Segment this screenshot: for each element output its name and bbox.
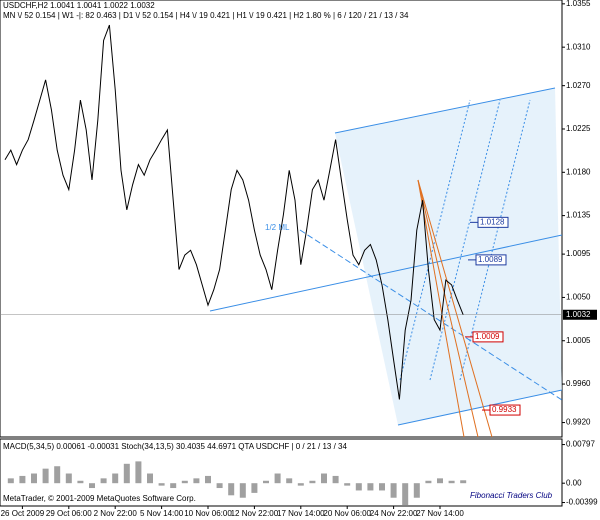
histogram-bar [239, 483, 246, 498]
annotation: 1/2 ML [265, 223, 290, 232]
histogram-bar [413, 483, 420, 498]
fan-line [417, 179, 479, 438]
chart-subtitle: MN \/ 52 0.154 | W1 -|: 82 0.463 | D1 \/… [3, 11, 409, 20]
histogram-bar [309, 480, 316, 484]
y-tick-label: 1.0095 [566, 249, 591, 258]
price-label-box [489, 404, 521, 416]
histogram-bar [274, 473, 281, 484]
histogram-bar [7, 478, 14, 484]
price-label-box [477, 216, 509, 228]
histogram-bar [402, 483, 409, 505]
histogram-bar [181, 480, 188, 484]
x-tick-label: 27 Nov 14:00 [416, 509, 464, 518]
histogram-bar [379, 483, 385, 491]
histogram-bar [355, 483, 362, 491]
histogram-bar [54, 466, 61, 484]
y-tick-label: 1.0005 [566, 336, 591, 345]
x-tick-label: 12 Nov 22:00 [231, 509, 279, 518]
histogram-bar [89, 483, 95, 489]
y-tick-label: 1.0050 [566, 293, 591, 302]
histogram-bar [135, 461, 142, 484]
chart-title: USDCHF,H2 1.0041 1.0041 1.0022 1.0032 [3, 1, 155, 10]
y-tick-label: 1.0270 [566, 81, 591, 90]
price-label: 0.9933 [492, 405, 517, 414]
price-line [4, 24, 464, 400]
y-tick-label: 0.00 [566, 478, 582, 487]
last-price-box [563, 309, 597, 320]
histogram-bar [112, 473, 119, 484]
y-tick-label: 0.9920 [566, 418, 591, 427]
y-tick-label: 0.00797 [566, 440, 595, 449]
histogram-bar [321, 473, 327, 484]
histogram-bar [390, 483, 397, 498]
price-label-box [472, 331, 504, 343]
histogram-bar [205, 475, 211, 484]
histogram-bar [263, 480, 269, 484]
histogram-bar [77, 480, 84, 484]
histogram-bar [251, 483, 258, 493]
histogram-bar [286, 478, 293, 484]
histogram-bar [460, 480, 467, 484]
histogram-bar [147, 473, 153, 484]
histogram-bar [437, 478, 443, 484]
price-label: 1.0009 [475, 332, 500, 341]
fan-lines [417, 179, 493, 438]
x-tick-label: 5 Nov 14:00 [140, 509, 184, 518]
price-label-box [475, 254, 507, 266]
histogram-bar [332, 475, 339, 484]
price-label: 1.0089 [478, 255, 503, 264]
pitchfork-median [209, 234, 563, 312]
pitchfork-lower [397, 389, 563, 426]
indicator-plot-frame [0, 438, 563, 507]
x-tick-label: 20 Nov 06:00 [323, 509, 371, 518]
histogram-bar [193, 478, 200, 484]
histogram-bar [297, 483, 304, 486]
fan-line [417, 179, 493, 438]
histogram-bar [42, 468, 49, 484]
histogram-bar [228, 483, 235, 496]
histogram-bar [170, 483, 177, 489]
x-tick-label: 10 Nov 06:00 [184, 509, 232, 518]
histogram-bar [31, 473, 37, 484]
watermark: Fibonacci Traders Club [470, 491, 553, 500]
y-tick-label: 1.0135 [566, 211, 591, 220]
histogram-bar [158, 483, 165, 486]
x-tick-label: 29 Oct 06:00 [46, 509, 92, 518]
histogram-bar [344, 483, 351, 486]
histogram-bar [216, 483, 223, 489]
y-tick-label: 0.9960 [566, 379, 591, 388]
histogram-bar [19, 475, 26, 484]
y-tick-label: 1.0355 [566, 0, 591, 8]
y-tick-label: 1.0180 [566, 167, 591, 176]
y-tick-label: -0.00399 [566, 498, 598, 507]
pitchfork-upper [334, 87, 556, 134]
x-tick-label: 26 Oct 2009 [1, 509, 45, 518]
fib-line [459, 99, 531, 381]
histogram-bar [65, 473, 72, 484]
histogram-bar [100, 478, 107, 484]
histogram-bar [448, 480, 455, 484]
fan-line [417, 179, 465, 438]
price-label: 1.0128 [480, 217, 505, 226]
x-tick-label: 17 Nov 14:00 [277, 509, 325, 518]
histogram-bar [425, 480, 432, 484]
x-tick-label: 2 Nov 22:00 [94, 509, 138, 518]
fib-line [429, 99, 501, 381]
y-tick-label: 1.0310 [566, 42, 591, 51]
histogram-bar [123, 463, 130, 484]
indicator-title: MACD(5,34,5) 0.00061 -0.00031 Stoch(34,1… [3, 442, 347, 451]
y-tick-label: 1.0225 [566, 124, 591, 133]
histogram-bar [367, 483, 374, 491]
copyright: MetaTrader, © 2001-2009 MetaQuotes Softw… [3, 494, 196, 503]
pitchfork-zone [335, 88, 562, 425]
last-price-label: 1.0032 [566, 310, 591, 319]
x-tick-label: 24 Nov 22:00 [370, 509, 418, 518]
